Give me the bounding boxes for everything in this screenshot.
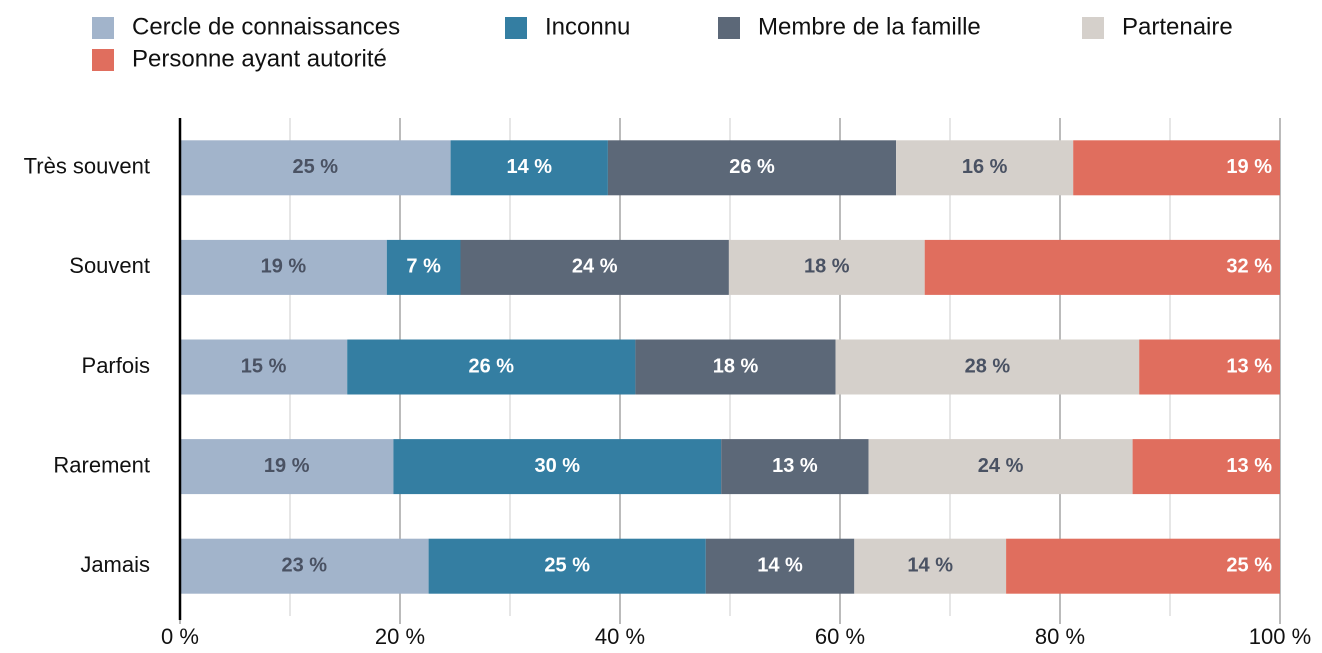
legend-label: Personne ayant autorité <box>132 45 387 72</box>
legend-label: Cercle de connaissances <box>132 13 400 40</box>
x-tick-label: 0 % <box>161 624 199 649</box>
bar-segment <box>180 239 387 295</box>
y-tick-label: Parfois <box>82 353 150 378</box>
bar-segment <box>180 439 394 495</box>
value-label: 15 % <box>241 355 287 377</box>
x-tick-label: 80 % <box>1035 624 1085 649</box>
legend-swatch <box>1082 17 1104 39</box>
bar-segment <box>180 538 429 594</box>
value-label: 13 % <box>772 455 818 477</box>
value-label: 14 % <box>907 554 953 576</box>
bar-segment <box>1073 140 1280 196</box>
value-label: 19 % <box>264 455 310 477</box>
bar-segment <box>180 140 451 196</box>
value-label: 26 % <box>469 355 515 377</box>
legend-label: Inconnu <box>545 13 630 40</box>
value-label: 26 % <box>729 156 775 178</box>
value-label: 16 % <box>962 156 1008 178</box>
bar-segment <box>460 239 729 295</box>
x-tick-label: 40 % <box>595 624 645 649</box>
value-label: 7 % <box>406 256 441 278</box>
value-label: 23 % <box>282 554 328 576</box>
legend-swatch <box>92 49 114 71</box>
bar-segment <box>705 538 855 594</box>
value-label: 24 % <box>978 455 1024 477</box>
value-label: 25 % <box>293 156 339 178</box>
bar-segment <box>721 439 869 495</box>
bar-segment <box>347 339 636 395</box>
bar-segment <box>835 339 1140 395</box>
bar-segment <box>854 538 1007 594</box>
value-label: 18 % <box>804 256 850 278</box>
y-tick-label: Rarement <box>53 452 150 477</box>
value-label: 14 % <box>506 156 552 178</box>
bar-segment <box>180 339 348 395</box>
bar-segment <box>868 439 1133 495</box>
value-label: 25 % <box>544 554 590 576</box>
value-label: 24 % <box>572 256 618 278</box>
legend-label: Partenaire <box>1122 13 1233 40</box>
bar-segment <box>728 239 925 295</box>
value-label: 13 % <box>1226 455 1272 477</box>
x-tick-label: 60 % <box>815 624 865 649</box>
bar-segment <box>428 538 706 594</box>
bar-segment <box>386 239 461 295</box>
value-label: 28 % <box>965 355 1011 377</box>
value-label: 14 % <box>757 554 803 576</box>
bar-segment <box>1006 538 1280 594</box>
legend-label: Membre de la famille <box>758 13 981 40</box>
value-label: 32 % <box>1226 256 1272 278</box>
value-label: 19 % <box>261 256 307 278</box>
bar-segment <box>393 439 722 495</box>
bar-segment <box>896 140 1074 196</box>
x-tick-label: 20 % <box>375 624 425 649</box>
legend-swatch <box>718 17 740 39</box>
bar-segment <box>1139 339 1280 395</box>
bar-segment <box>450 140 608 196</box>
value-label: 25 % <box>1226 554 1272 576</box>
value-label: 13 % <box>1226 355 1272 377</box>
legend-swatch <box>505 17 527 39</box>
bar-segment <box>1132 439 1280 495</box>
value-label: 18 % <box>713 355 759 377</box>
bar-segment <box>607 140 897 196</box>
bar-segment <box>924 239 1280 295</box>
y-tick-label: Souvent <box>69 253 150 278</box>
bar-segment <box>635 339 836 395</box>
value-label: 19 % <box>1226 156 1272 178</box>
value-label: 30 % <box>535 455 581 477</box>
legend-swatch <box>92 17 114 39</box>
x-tick-label: 100 % <box>1249 624 1311 649</box>
y-tick-label: Très souvent <box>24 154 150 179</box>
y-tick-label: Jamais <box>80 552 150 577</box>
